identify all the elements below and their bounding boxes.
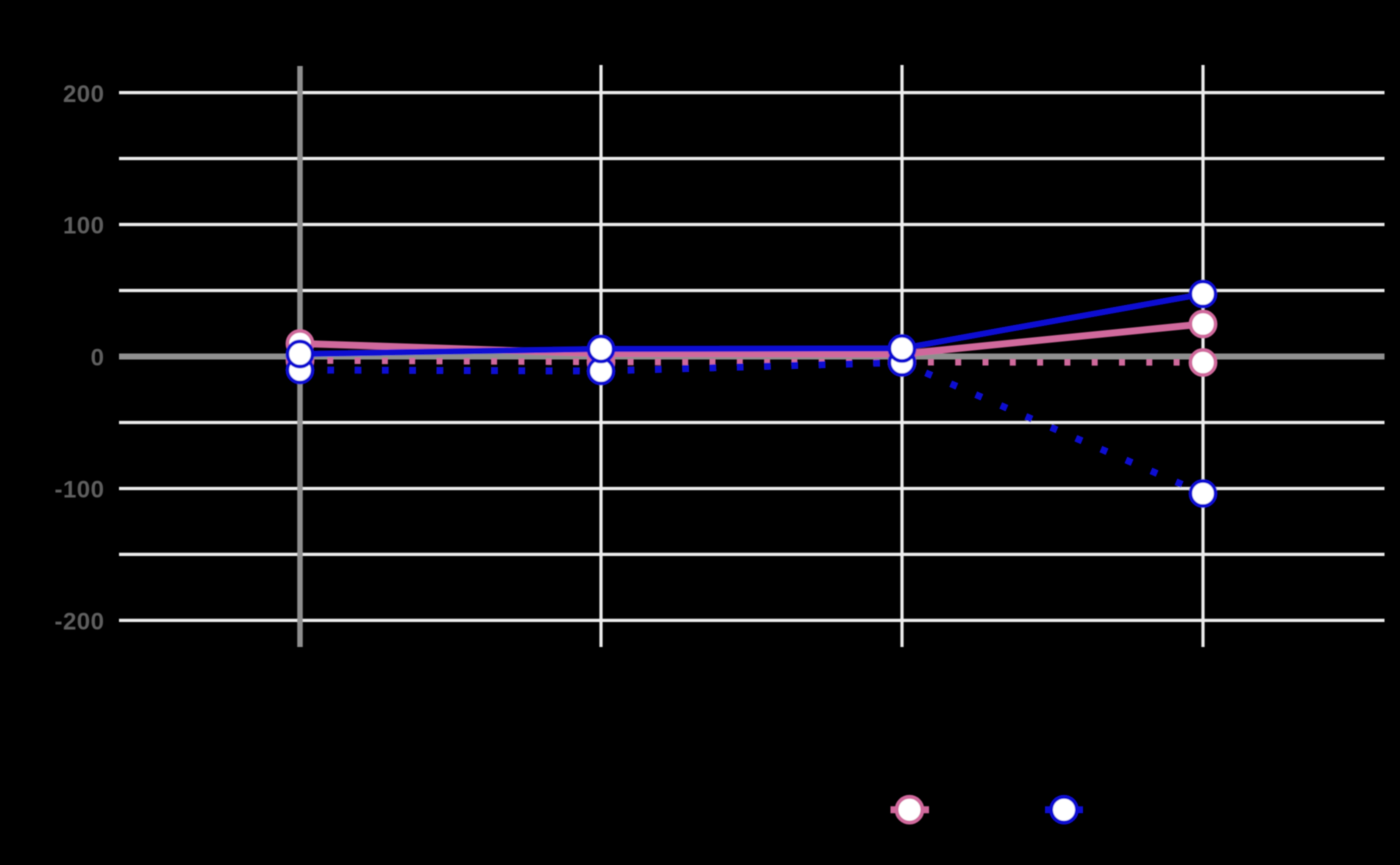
svg-text:100: 100	[63, 213, 105, 240]
svg-text:0: 0	[91, 345, 105, 372]
svg-text:200: 200	[63, 81, 105, 108]
svg-text:-200: -200	[54, 609, 104, 636]
svg-text:-100: -100	[54, 477, 104, 504]
